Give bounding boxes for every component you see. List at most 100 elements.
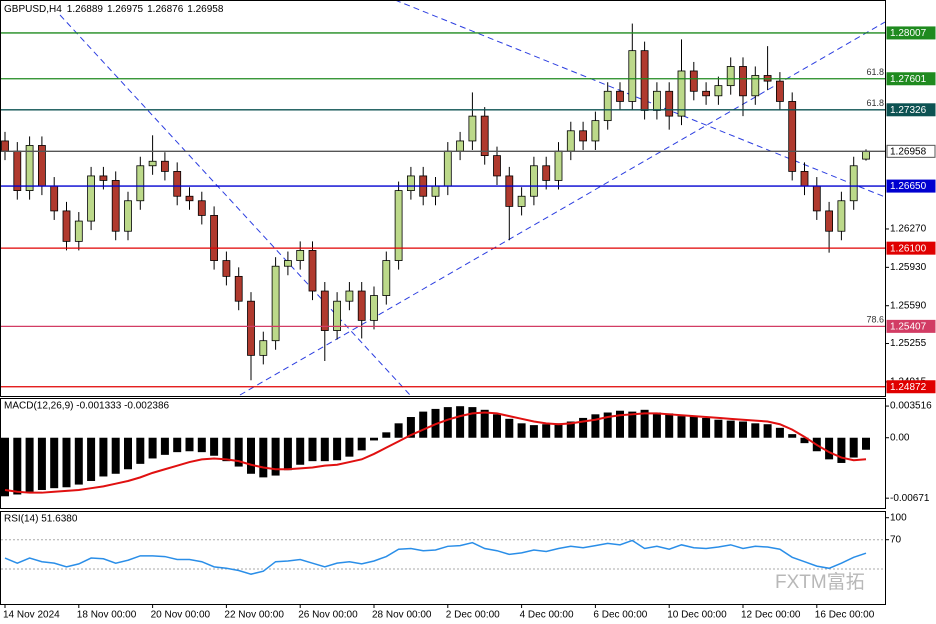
macd-bar xyxy=(628,411,637,438)
macd-bar xyxy=(542,424,551,438)
y-tick-label: 1.26270 xyxy=(890,224,927,235)
macd-bar xyxy=(800,437,809,444)
candle-body xyxy=(517,195,526,207)
macd-bar xyxy=(124,437,132,470)
macd-bar xyxy=(554,423,563,438)
candle-body xyxy=(493,155,501,177)
macd-bar xyxy=(480,409,489,438)
macd-bar xyxy=(468,407,477,438)
candle-body xyxy=(185,195,194,202)
candle-body xyxy=(345,290,354,302)
macd-bar xyxy=(443,407,452,438)
level-box xyxy=(886,72,936,86)
x-tick-label: 26 Nov 00:00 xyxy=(298,610,358,621)
macd-bar xyxy=(726,420,735,438)
macd-bar xyxy=(406,417,415,438)
candle-body xyxy=(1,140,9,152)
candle-body xyxy=(382,260,391,296)
macd-bar xyxy=(333,437,342,461)
macd-bar xyxy=(652,412,661,438)
candle-body xyxy=(812,185,821,212)
macd-bar xyxy=(136,437,145,464)
trend-line xyxy=(59,14,411,396)
candle-body xyxy=(443,150,452,187)
macd-bar xyxy=(603,412,612,438)
rsi-panel xyxy=(0,511,886,605)
candle-body xyxy=(431,185,440,197)
macd-bar xyxy=(271,437,280,476)
candle-body xyxy=(542,165,551,181)
level-label: 1.25407 xyxy=(890,322,927,333)
x-tick-label: 16 Dec 00:00 xyxy=(815,610,875,621)
macd-bar xyxy=(505,418,514,438)
macd-bar xyxy=(74,437,83,485)
level-box xyxy=(886,103,936,117)
y-tick-label: 70 xyxy=(890,534,902,545)
candle-body xyxy=(702,90,710,97)
macd-bar xyxy=(148,437,157,459)
x-tick-label: 22 Nov 00:00 xyxy=(224,610,284,621)
candle-body xyxy=(50,185,59,212)
macd-bar xyxy=(25,437,34,492)
candle-body xyxy=(640,50,649,111)
candle-body xyxy=(603,90,612,122)
candle-body xyxy=(751,75,760,97)
macd-bar xyxy=(640,409,649,438)
level-box xyxy=(886,179,936,193)
candle-body xyxy=(689,70,698,92)
level-box xyxy=(886,144,936,158)
candle-body xyxy=(222,260,231,277)
candle-body xyxy=(800,171,809,187)
macd-bar xyxy=(751,423,760,438)
candle-body xyxy=(554,150,563,181)
macd-bar xyxy=(739,421,747,438)
macd-bar xyxy=(173,437,182,453)
macd-bar xyxy=(308,437,317,462)
macd-bar xyxy=(493,414,501,438)
candle-body xyxy=(653,90,661,111)
macd-title: MACD(12,26,9) -0.001333 -0.002386 xyxy=(4,401,170,412)
macd-bar xyxy=(320,437,329,462)
candle-body xyxy=(13,150,22,192)
macd-bar xyxy=(591,414,600,438)
candle-body xyxy=(579,130,587,142)
x-tick-label: 12 Dec 00:00 xyxy=(741,610,801,621)
candle-body xyxy=(394,190,403,261)
level-box xyxy=(886,319,936,333)
header-close: 1.26958 xyxy=(187,4,224,15)
rsi-title: RSI(14) 51.6380 xyxy=(4,514,78,525)
candle-body xyxy=(136,165,145,202)
header-high: 1.26975 xyxy=(107,4,144,15)
candle-body xyxy=(234,275,243,302)
candle-body xyxy=(357,290,366,321)
trend-line xyxy=(396,1,885,198)
macd-bar xyxy=(579,417,588,438)
y-tick-label: 1.25930 xyxy=(890,262,927,273)
macd-bar xyxy=(665,413,674,438)
candle-body xyxy=(726,66,735,87)
level-label: 1.26958 xyxy=(890,146,927,157)
macd-bar xyxy=(247,437,255,474)
candle-body xyxy=(74,220,83,242)
x-tick-label: 18 Nov 00:00 xyxy=(77,610,137,621)
macd-bar xyxy=(566,421,575,438)
candle-body xyxy=(837,200,846,232)
macd-bar xyxy=(382,432,391,438)
y-tick-label: 100 xyxy=(890,512,907,523)
candle-body xyxy=(849,165,858,202)
candle-body xyxy=(566,130,575,152)
signal-line xyxy=(4,411,867,494)
candle-body xyxy=(124,200,132,232)
y-tick-label: 1.25590 xyxy=(890,300,927,311)
level-label: 1.28007 xyxy=(890,28,927,39)
candle-body xyxy=(320,290,329,331)
macd-bar xyxy=(259,437,268,478)
macd-bar xyxy=(788,434,797,438)
candle-body xyxy=(148,160,157,167)
macd-bar xyxy=(517,423,526,438)
x-tick-label: 6 Dec 00:00 xyxy=(593,610,647,621)
macd-bar xyxy=(775,427,784,438)
macd-bar xyxy=(763,424,772,438)
candle-body xyxy=(173,171,182,197)
